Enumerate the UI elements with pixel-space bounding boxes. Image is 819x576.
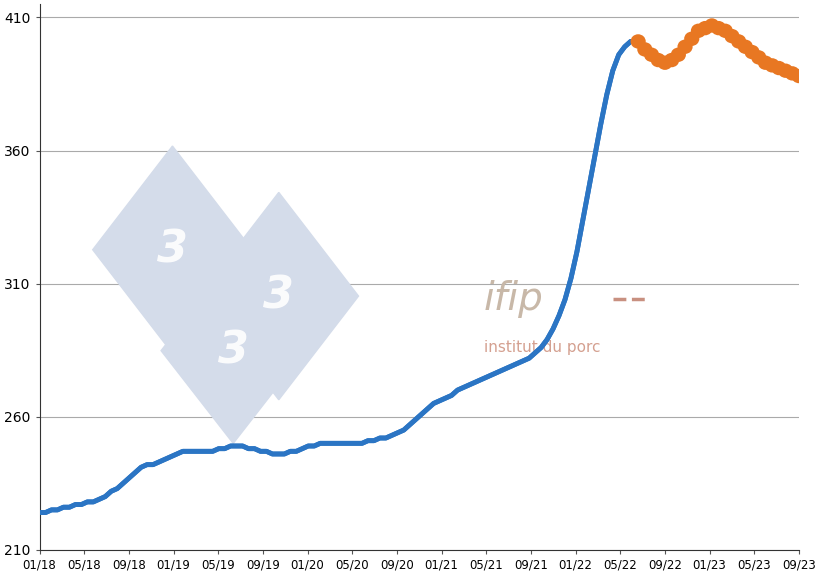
Ellipse shape — [737, 40, 752, 54]
Text: ifip: ifip — [483, 280, 543, 318]
Ellipse shape — [683, 32, 699, 46]
Ellipse shape — [630, 34, 645, 48]
Ellipse shape — [643, 48, 658, 62]
Ellipse shape — [777, 63, 792, 78]
Text: 3: 3 — [218, 329, 248, 372]
Ellipse shape — [649, 53, 665, 67]
Ellipse shape — [790, 69, 806, 83]
Ellipse shape — [676, 40, 692, 54]
Ellipse shape — [784, 66, 799, 81]
Polygon shape — [199, 192, 358, 400]
Ellipse shape — [663, 53, 678, 67]
Ellipse shape — [704, 18, 718, 33]
Polygon shape — [161, 258, 305, 444]
Text: institut du porc: institut du porc — [483, 340, 600, 355]
Polygon shape — [93, 146, 252, 353]
Ellipse shape — [731, 34, 745, 48]
Ellipse shape — [690, 24, 705, 38]
Ellipse shape — [717, 24, 732, 38]
Ellipse shape — [744, 45, 758, 59]
Ellipse shape — [771, 61, 785, 75]
Ellipse shape — [757, 55, 772, 70]
Ellipse shape — [670, 48, 686, 62]
Text: 3: 3 — [156, 228, 188, 271]
Text: 3: 3 — [263, 275, 294, 317]
Ellipse shape — [697, 21, 712, 35]
Ellipse shape — [710, 21, 726, 35]
Ellipse shape — [763, 58, 779, 73]
Ellipse shape — [723, 29, 739, 43]
Ellipse shape — [750, 50, 766, 65]
Ellipse shape — [657, 55, 672, 70]
Ellipse shape — [636, 42, 652, 56]
